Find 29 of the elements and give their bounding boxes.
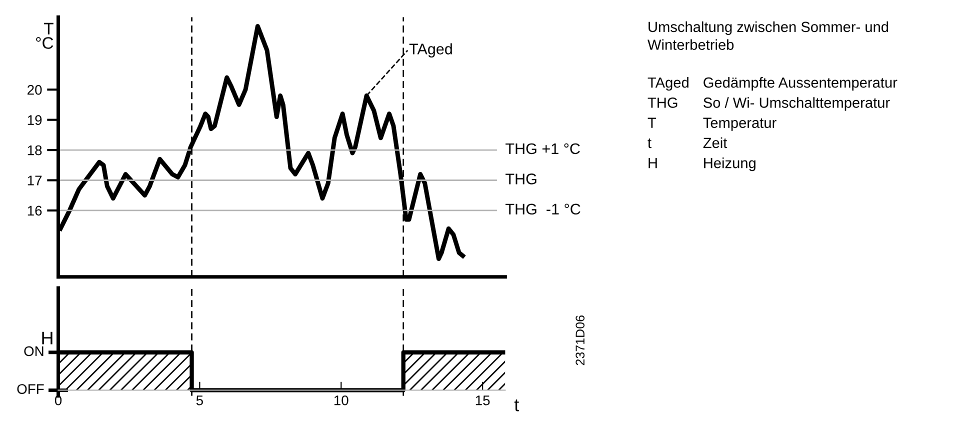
ref-line-label: THG -1 °C	[506, 204, 580, 215]
y-axis-title: H	[42, 332, 52, 344]
x-tick-label: 5	[196, 396, 203, 406]
y-axis-title: T °C	[36, 22, 54, 49]
text: TAged	[409, 43, 452, 58]
x-tick-label: 10	[334, 395, 348, 406]
x-tick-label: 15	[476, 396, 490, 406]
text: OFF	[17, 384, 44, 394]
text: TAged	[648, 77, 688, 91]
text: H	[648, 158, 657, 168]
ref-line-label: THG +1 °C	[506, 143, 580, 154]
y-tick-label: 17	[28, 176, 42, 186]
text: t	[648, 138, 652, 148]
x-axis-title: t	[514, 399, 520, 412]
text: 2371D06	[576, 316, 585, 366]
y-tick-label: 16	[28, 206, 42, 216]
y-tick-label: 18	[28, 145, 42, 156]
text: Umschaltung zwischen Sommer- und Winterbetrieb	[648, 21, 888, 50]
text: Temperatur	[703, 118, 776, 131]
y-tick-label: 20	[28, 84, 42, 95]
ref-line-label: THG	[506, 174, 536, 184]
text: So / Wi- Umschalttemperatur	[704, 97, 890, 111]
text: ON	[24, 346, 44, 356]
text: T	[648, 118, 656, 128]
text: Zeit	[703, 137, 728, 148]
text: Gedämpfte Aussentemperatur	[704, 77, 898, 91]
y-tick-label: 19	[28, 115, 42, 125]
text: THG	[648, 98, 678, 108]
text: Heizung	[704, 158, 756, 172]
